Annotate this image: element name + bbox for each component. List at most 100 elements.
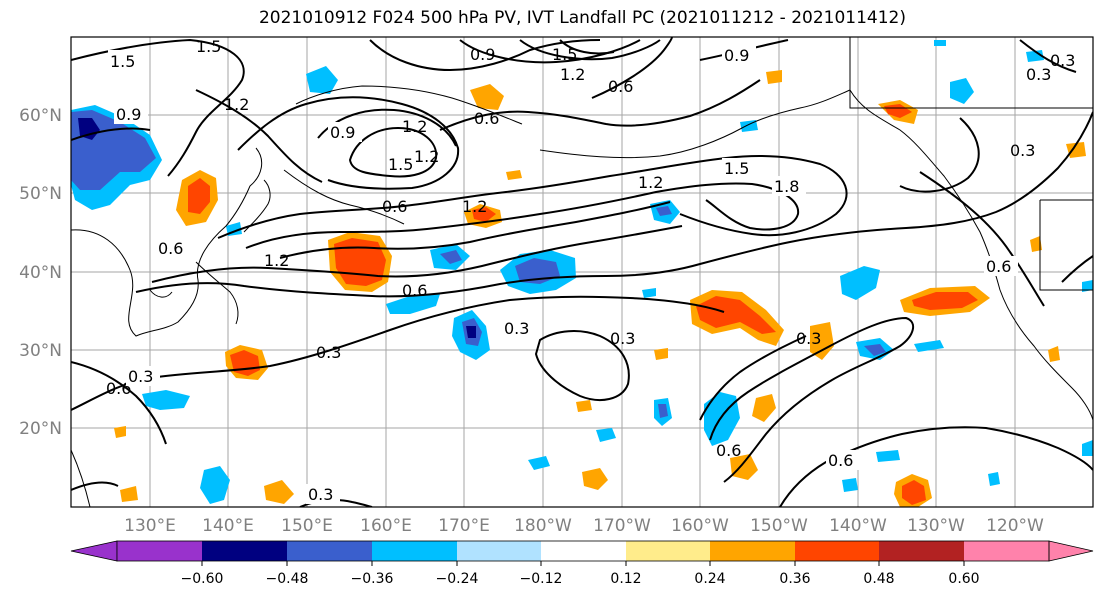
lat-label: 20°N [19, 419, 62, 439]
shade-patch [596, 428, 616, 442]
contour-label: 1.2 [560, 65, 585, 84]
contour-line [195, 89, 323, 183]
shade-patch [950, 78, 974, 104]
map-frame [70, 36, 1094, 508]
contour-label: 1.2 [462, 197, 487, 216]
colorbar-tick: 0.60 [948, 571, 979, 587]
shade-patch [766, 70, 782, 84]
contour-line [135, 111, 1093, 298]
lat-label: 50°N [19, 184, 62, 204]
contour-line [237, 96, 460, 190]
contour-line [1019, 39, 1077, 73]
colorbar-bin [117, 541, 202, 561]
shade-patch [912, 292, 978, 310]
contour-label: 1.5 [724, 159, 749, 178]
shade-patch [864, 344, 886, 356]
contour-line [348, 126, 438, 178]
contour-line [459, 39, 641, 64]
contour-label: 0.9 [724, 46, 749, 65]
shade-patch [988, 472, 1000, 486]
shade-patch [200, 466, 230, 504]
contour-line [591, 37, 673, 99]
shade-patch [876, 450, 900, 462]
contour-label: 0.3 [610, 329, 635, 348]
shade-patch [752, 394, 776, 422]
lat-label: 60°N [19, 106, 62, 126]
contour-label: 1.2 [402, 117, 427, 136]
shade-patch [78, 118, 100, 140]
colorbar-bin [372, 541, 457, 561]
colorbar-tick: −0.24 [436, 571, 479, 587]
shade-patch [440, 250, 462, 264]
shade-patch [1082, 280, 1093, 292]
contour-line [699, 335, 807, 421]
lon-label: 170°W [593, 516, 651, 536]
shade-patch [506, 170, 522, 180]
lon-label: 130°W [907, 516, 965, 536]
contour-label: 1.2 [224, 95, 249, 114]
shade-patch [576, 400, 592, 412]
colorbar-bin [202, 541, 287, 561]
lon-label: 160°W [671, 516, 729, 536]
contour-line [71, 38, 245, 177]
colorbar: −0.60 −0.48 −0.36 −0.24 −0.12 0.12 0.24 … [70, 540, 1094, 587]
contour-line [439, 79, 761, 131]
contour-label: 1.5 [388, 155, 413, 174]
shade-patch [114, 426, 126, 438]
colorbar-tick: −0.36 [351, 571, 394, 587]
contour-line [151, 225, 683, 283]
shaded-field [71, 40, 1093, 507]
colorbar-extend-min [70, 540, 118, 562]
lat-label: 40°N [19, 263, 62, 283]
colorbar-bin [287, 541, 372, 561]
contour-label: 0.3 [796, 329, 821, 348]
contour-label: 1.5 [196, 37, 221, 56]
contour-line [919, 171, 1045, 307]
shade-patch [472, 207, 496, 222]
colorbar-tick: −0.60 [181, 571, 224, 587]
contour-label: 0.3 [504, 319, 529, 338]
shade-patch [842, 478, 858, 492]
map-title: 2021010912 F024 500 hPa PV, IVT Landfall… [258, 8, 906, 28]
contour-label: 0.6 [608, 77, 633, 96]
contour-label: 1.8 [774, 177, 799, 196]
contour-label: 0.3 [128, 367, 153, 386]
contour-label: 0.9 [330, 123, 355, 142]
shade-patch [696, 296, 776, 334]
contour-label: 0.6 [986, 257, 1011, 276]
shade-patch [528, 456, 550, 470]
contour-label: 1.2 [264, 251, 289, 270]
contours [71, 37, 1093, 507]
contour-label: 0.6 [106, 379, 131, 398]
contour-line [279, 201, 671, 259]
contour-label: 0.9 [470, 45, 495, 64]
longitude-labels: 130°E 140°E 150°E 160°E 170°E 180°W 170°… [124, 516, 1044, 536]
contour-label: 0.6 [716, 441, 741, 460]
colorbar-tick: 0.12 [610, 571, 641, 587]
colorbar-bin [964, 541, 1049, 561]
contour-line [71, 361, 167, 445]
contour-line [559, 39, 615, 55]
shade-patch [1030, 236, 1042, 252]
contour-line [899, 117, 980, 193]
contour-label: 0.3 [1010, 141, 1035, 160]
contour-line [71, 481, 119, 491]
latitude-labels: 60°N 50°N 40°N 30°N 20°N [19, 106, 62, 439]
lon-label: 130°E [124, 516, 176, 536]
lon-label: 140°E [202, 516, 254, 536]
shade-patch [1066, 142, 1086, 158]
contour-label: 0.3 [1026, 65, 1051, 84]
contour-line [534, 330, 630, 401]
shade-patch [582, 468, 608, 490]
colorbar-extend-max [1048, 540, 1094, 562]
shade-patch [188, 178, 210, 214]
shade-patch [740, 120, 758, 132]
lon-label: 150°W [750, 516, 808, 536]
shade-patch [120, 486, 138, 502]
colorbar-bin [795, 541, 879, 561]
lon-label: 160°E [360, 516, 412, 536]
lon-label: 120°W [986, 516, 1044, 536]
colorbar-bin [457, 541, 541, 561]
shade-patch [264, 480, 294, 504]
shade-patch [730, 454, 758, 480]
